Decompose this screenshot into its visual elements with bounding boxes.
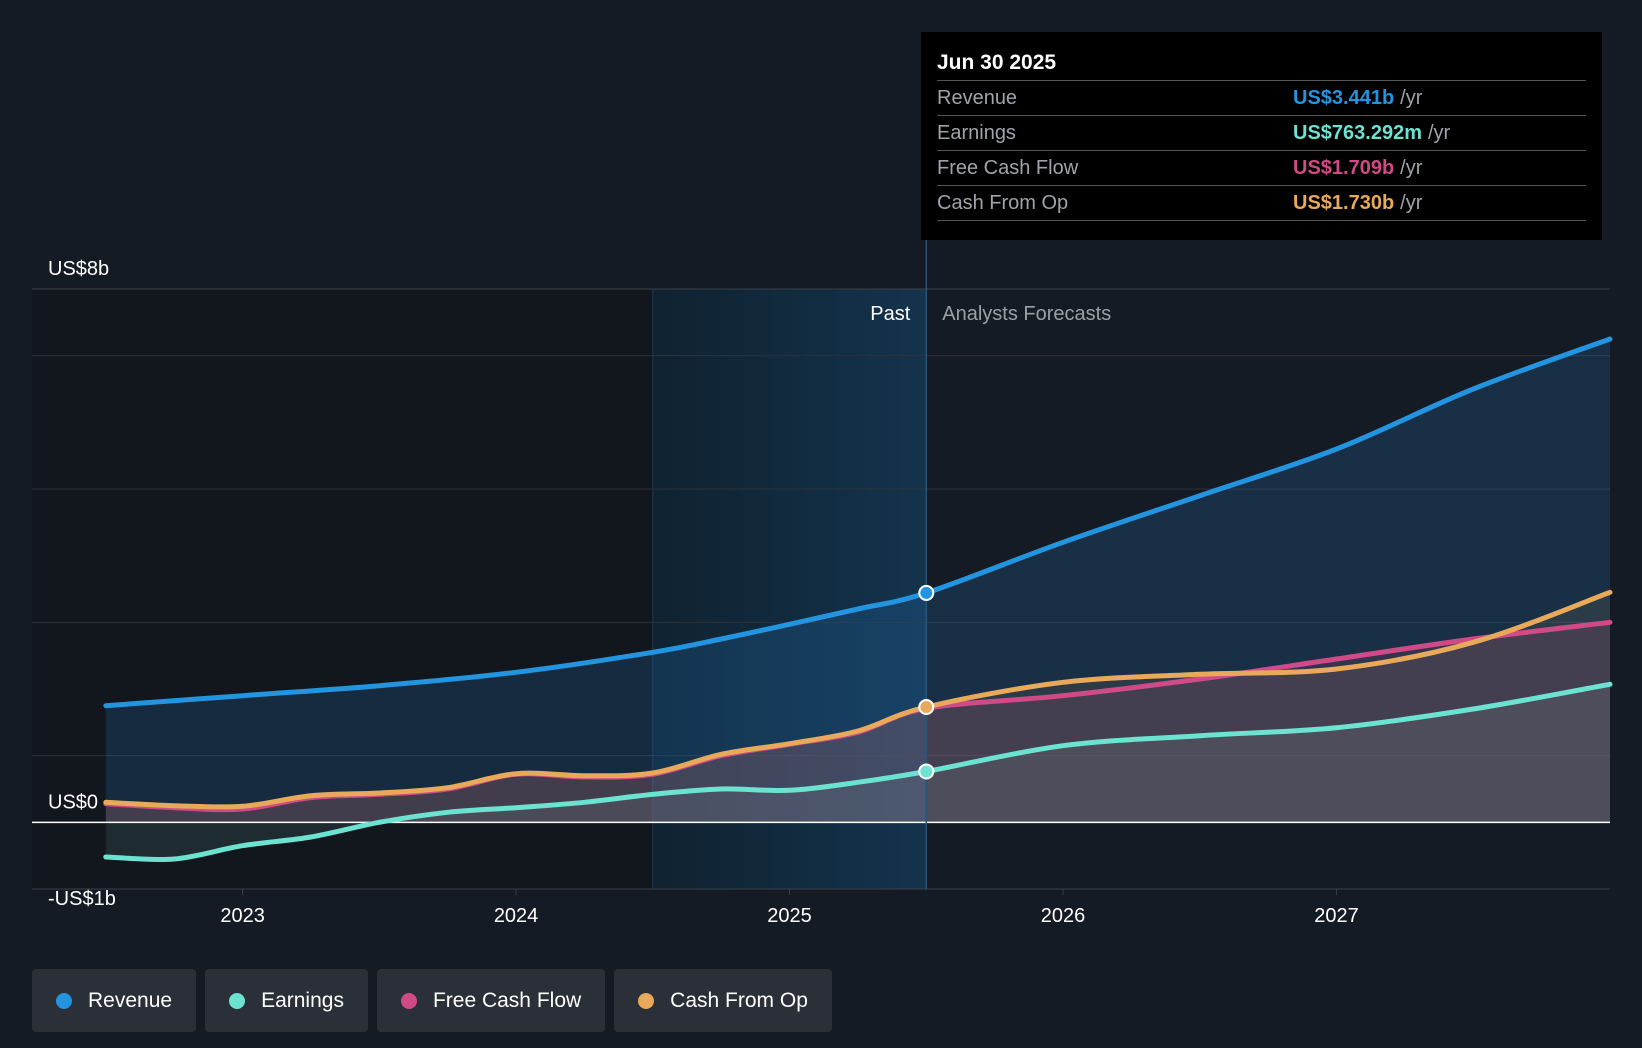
tooltip-value: US$3.441b [1293, 87, 1395, 109]
series-line-revenue [103, 336, 1613, 709]
area-earnings [105, 684, 1610, 860]
tooltip-unit: /yr [1427, 122, 1451, 144]
tooltip-unit: /yr [1400, 87, 1423, 109]
area-cash-from-op [105, 592, 1610, 823]
series-line-cash-from-op [103, 589, 1613, 810]
tooltip: Jun 30 2025 Revenue US$3.441b /yr Earnin… [921, 32, 1602, 240]
tooltip-row-free-cash-flow: Free Cash Flow US$1.709b /yr [937, 151, 1586, 186]
legend-label: Earnings [261, 988, 344, 1012]
x-tick-label: 2025 [767, 905, 812, 927]
tooltip-date: Jun 30 2025 [937, 46, 1586, 81]
y-tick-label: US$0 [48, 791, 98, 813]
legend-item-free-cash-flow[interactable]: Free Cash Flow [376, 969, 606, 1032]
y-tick-label: -US$1b [48, 888, 116, 910]
legend-label: Free Cash Flow [432, 988, 582, 1012]
tooltip-row-earnings: Earnings US$763.292m /yr [937, 116, 1586, 151]
marker-revenue [918, 584, 935, 601]
tooltip-value: US$763.292m [1293, 122, 1422, 144]
past-background [32, 289, 653, 889]
tooltip-label: Free Cash Flow [937, 157, 1079, 179]
forecast-label: Analysts Forecasts [942, 303, 1111, 325]
tooltip-unit: /yr [1400, 192, 1423, 214]
tooltip-label: Earnings [937, 122, 1016, 144]
marker-earnings [918, 763, 935, 780]
x-tick-label: 2023 [220, 905, 265, 927]
past-label: Past [870, 303, 910, 325]
marker-cash-from-op [918, 699, 935, 715]
area-free-cash-flow [105, 622, 1610, 823]
y-tick-label: US$8b [48, 258, 109, 280]
legend-dot-icon [400, 992, 417, 1009]
tooltip-label: Cash From Op [937, 192, 1069, 214]
chart: US$8b US$0 -US$1b 2023 2024 2025 2026 2027 Past A… [32, 240, 1613, 927]
legend-item-earnings[interactable]: Earnings [205, 969, 368, 1032]
legend-dot-icon [229, 992, 246, 1009]
series-line-earnings [103, 681, 1613, 863]
x-tick-label: 2024 [494, 905, 539, 927]
x-tick-label: 2027 [1314, 905, 1359, 927]
tooltip-value: US$1.730b [1293, 192, 1395, 214]
legend-label: Cash From Op [670, 988, 808, 1012]
legend: Revenue Earnings Free Cash Flow Cash Fro… [32, 969, 832, 1032]
tooltip-row-revenue: Revenue US$3.441b /yr [937, 81, 1586, 116]
x-tick-label: 2026 [1041, 905, 1086, 927]
legend-dot-icon [638, 992, 655, 1009]
tooltip-value: US$1.709b [1293, 157, 1395, 179]
tooltip-row-cash-from-op: Cash From Op US$1.730b /yr [937, 186, 1586, 221]
legend-item-cash-from-op[interactable]: Cash From Op [614, 969, 832, 1032]
area-revenue [105, 339, 1610, 823]
tooltip-unit: /yr [1400, 157, 1423, 179]
legend-label: Revenue [88, 988, 173, 1012]
tooltip-label: Revenue [937, 87, 1018, 109]
legend-item-revenue[interactable]: Revenue [32, 969, 197, 1032]
legend-dot-icon [56, 992, 72, 1009]
